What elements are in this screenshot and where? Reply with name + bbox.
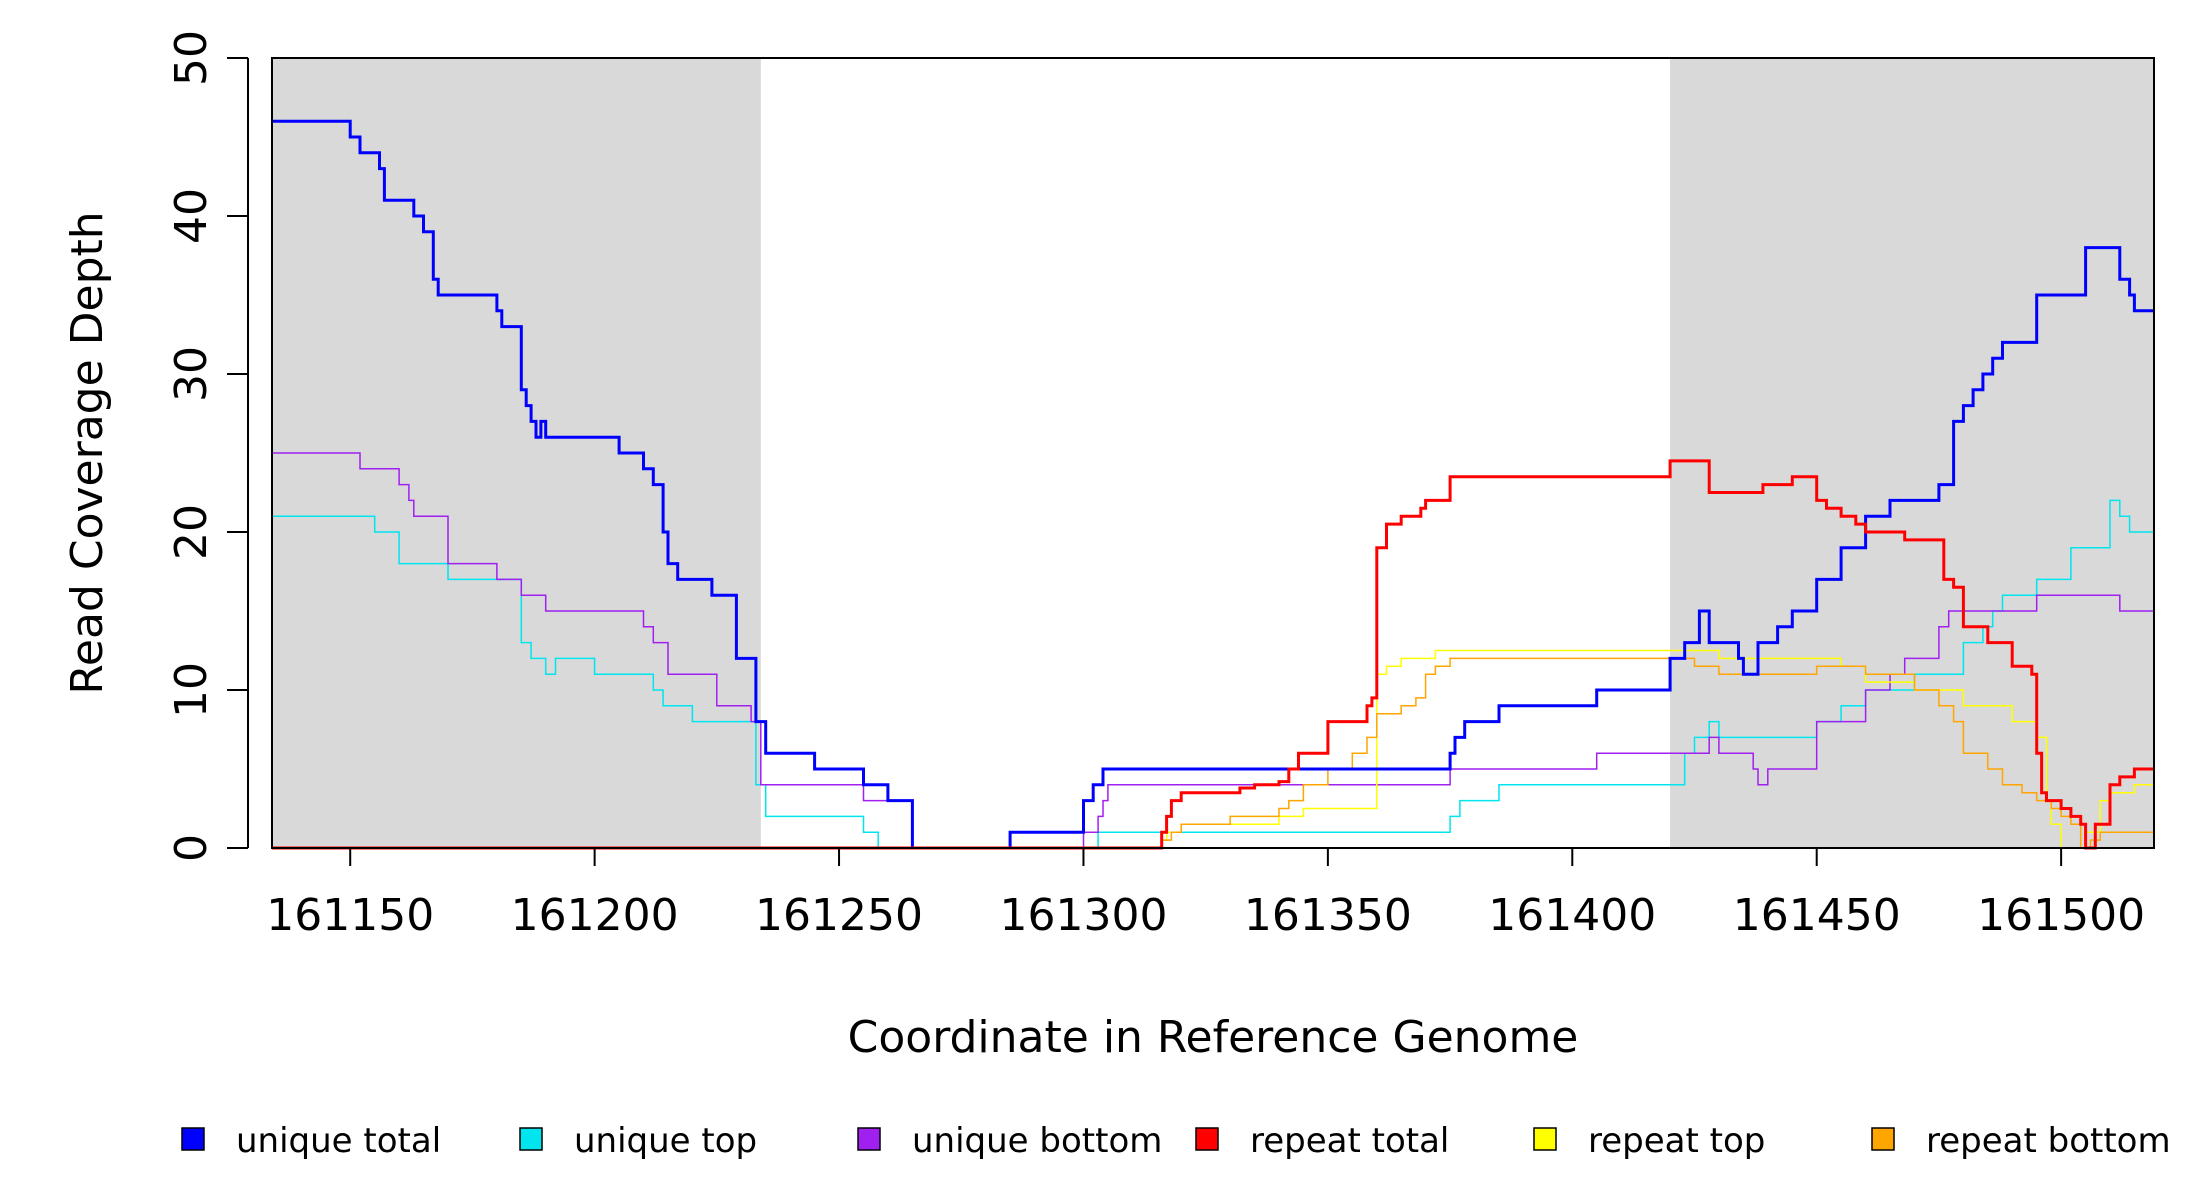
legend-label-unique-total: unique total	[236, 1121, 441, 1161]
y-tick-label-0: 0	[166, 834, 217, 862]
legend-swatch-unique-total	[181, 1127, 205, 1151]
series-line-unique-bottom	[272, 452, 2154, 849]
legend-label-repeat-bottom: repeat bottom	[1926, 1121, 2171, 1161]
legend: unique total unique top unique bottom repea…	[181, 1121, 2171, 1161]
legend-swatch-repeat-bottom	[1871, 1127, 1895, 1151]
y-tick-label-10: 10	[166, 662, 217, 718]
x-tick-label-161150: 161150	[266, 890, 434, 941]
shaded-region-2	[1670, 58, 2154, 848]
series-lines	[272, 119, 2155, 850]
legend-swatch-unique-bottom	[857, 1127, 881, 1151]
y-tick-label-40: 40	[166, 188, 217, 244]
y-axis-title: Read Coverage Depth	[62, 211, 113, 694]
legend-label-repeat-total: repeat total	[1250, 1121, 1449, 1161]
series-line-repeat-bottom	[272, 657, 2154, 849]
series-line-unique-top	[272, 499, 2155, 849]
legend-label-repeat-top: repeat top	[1588, 1121, 1765, 1161]
x-tick-label-161200: 161200	[511, 890, 679, 941]
legend-swatch-unique-top	[519, 1127, 543, 1151]
x-tick-label-161250: 161250	[755, 890, 923, 941]
x-axis-title: Coordinate in Reference Genome	[848, 1012, 1579, 1063]
legend-label-unique-bottom: unique bottom	[912, 1121, 1162, 1161]
legend-label-unique-top: unique top	[574, 1121, 757, 1161]
series-line-unique-total	[272, 119, 2154, 850]
y-tick-label-20: 20	[166, 504, 217, 560]
legend-swatch-repeat-total	[1195, 1127, 1219, 1151]
x-tick-label-161450: 161450	[1733, 890, 1901, 941]
y-tick-label-50: 50	[166, 30, 217, 86]
shaded-regions	[272, 58, 2154, 848]
x-tick-label-161500: 161500	[1977, 890, 2145, 941]
x-tick-label-161400: 161400	[1488, 890, 1656, 941]
series-line-repeat-total	[272, 459, 2154, 850]
y-tick-label-30: 30	[166, 346, 217, 402]
x-tick-label-161350: 161350	[1244, 890, 1412, 941]
x-tick-label-161300: 161300	[999, 890, 1167, 941]
axes: 161150 161200 161250 161300 161350 161400 1614…	[166, 30, 2145, 941]
legend-swatch-repeat-top	[1533, 1127, 1557, 1151]
